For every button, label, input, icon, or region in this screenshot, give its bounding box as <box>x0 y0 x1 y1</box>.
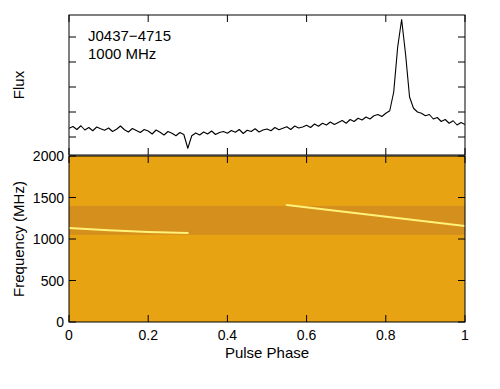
plot-area <box>69 20 465 149</box>
y-tick-label: 0 <box>56 314 64 330</box>
y-tick <box>458 156 465 157</box>
y-tick-label: 1500 <box>33 190 64 206</box>
y-tick <box>69 280 76 281</box>
y-tick <box>458 137 465 138</box>
y-tick-label: 1000 <box>33 231 64 247</box>
y-tick <box>458 239 465 240</box>
spectrum-background <box>69 156 465 322</box>
y-tick <box>458 197 465 198</box>
y-tick <box>69 137 76 138</box>
y-tick <box>69 156 76 157</box>
y-tick-label: 2000 <box>33 148 64 164</box>
x-tick <box>227 315 228 322</box>
x-tick <box>227 15 228 22</box>
y-tick <box>69 62 76 63</box>
x-tick <box>148 315 149 322</box>
x-tick <box>148 156 149 163</box>
title: J0437−4715 <box>88 27 171 44</box>
y-tick <box>458 37 465 38</box>
x-tick <box>465 15 466 22</box>
x-tick <box>465 156 466 163</box>
x-tick-label: 0.8 <box>376 327 396 343</box>
profile-line <box>69 20 465 149</box>
x-axis-label: Pulse Phase <box>225 344 309 361</box>
band <box>69 206 465 235</box>
y-tick <box>458 322 465 323</box>
x-tick <box>69 148 70 155</box>
y-tick <box>458 62 465 63</box>
y-tick <box>458 87 465 88</box>
x-tick-label: 0.4 <box>218 327 238 343</box>
x-tick <box>227 156 228 163</box>
x-tick <box>69 315 70 322</box>
x-tick <box>385 15 386 22</box>
y-tick <box>69 112 76 113</box>
x-tick-label: 0.6 <box>297 327 317 343</box>
y-tick-label: 500 <box>41 273 65 289</box>
x-tick <box>385 156 386 163</box>
x-tick <box>306 315 307 322</box>
y-tick <box>69 197 76 198</box>
x-tick <box>465 148 466 155</box>
x-tick <box>148 15 149 22</box>
x-tick <box>465 315 466 322</box>
x-tick-label: 0.2 <box>138 327 158 343</box>
subtitle: 1000 MHz <box>88 45 156 62</box>
x-tick <box>306 15 307 22</box>
y-tick <box>458 112 465 113</box>
dispersed-pulse <box>69 205 465 233</box>
chart: Flux J0437−47151000 MHz 0 0.2 0.4 0.6 0.8 1 0 500… <box>0 0 500 389</box>
y-axis-label: Flux <box>10 70 27 99</box>
x-tick-label: 1 <box>461 327 469 343</box>
y-tick <box>458 280 465 281</box>
x-tick <box>69 156 70 163</box>
x-tick <box>385 148 386 155</box>
y-tick <box>69 37 76 38</box>
plot-area <box>69 156 465 322</box>
frame <box>69 15 465 155</box>
y-tick <box>69 239 76 240</box>
y-tick <box>69 87 76 88</box>
y-tick <box>69 322 76 323</box>
x-tick-label: 0 <box>65 327 73 343</box>
y-axis-label: Frequency (MHz) <box>10 181 27 297</box>
x-tick <box>306 156 307 163</box>
x-tick <box>69 15 70 22</box>
x-tick <box>148 148 149 155</box>
x-tick <box>306 148 307 155</box>
x-tick <box>385 315 386 322</box>
frame <box>69 156 465 322</box>
x-tick <box>227 148 228 155</box>
